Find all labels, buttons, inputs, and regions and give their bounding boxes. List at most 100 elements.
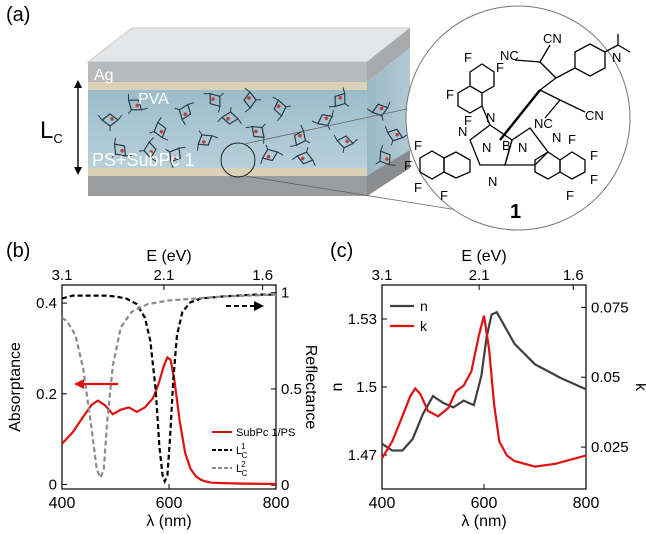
molecule-arm [174, 107, 180, 111]
svg-text:N: N [482, 140, 491, 155]
molecule-glyph [97, 113, 123, 131]
molecule-arm [162, 137, 169, 141]
x-tick-label: 600 [156, 495, 183, 512]
molecule-atom [226, 117, 230, 121]
molecule-atom [135, 103, 139, 108]
y2-axis-label: Reflectance [302, 345, 319, 430]
molecule-arm [305, 140, 311, 144]
molecule-arm [198, 130, 203, 136]
arrowhead-up [74, 80, 82, 88]
y-tick-label: 1.47 [348, 447, 377, 464]
molecule-core [153, 121, 167, 139]
molecule-glyph [328, 87, 350, 108]
molecule-arm [141, 107, 148, 111]
x2-axis-label: E (eV) [461, 248, 506, 265]
zoom-marker [220, 142, 256, 178]
x2-tick-label: 2.1 [153, 267, 174, 284]
label-pva: PVA [138, 91, 169, 108]
molecule-arm [261, 123, 266, 128]
legend-label: k [420, 318, 428, 334]
legend-label-sup: 1 [241, 442, 246, 451]
x2-tick-label: 1.6 [252, 267, 273, 284]
svg-text:N: N [486, 110, 495, 125]
svg-text:F: F [464, 50, 472, 65]
svg-text:N: N [612, 50, 621, 65]
molecule-glyph [272, 96, 291, 122]
molecule-arm [244, 107, 251, 113]
molecule-glyph [291, 147, 316, 167]
x-axis-label: λ (nm) [146, 513, 191, 530]
svg-text:F: F [446, 87, 454, 102]
molecule-arm [381, 115, 384, 121]
legend-label: n [420, 298, 428, 314]
left-axis-arrowhead [74, 379, 84, 389]
svg-text:F: F [404, 158, 412, 173]
series-line-2 [381, 315, 587, 468]
molecule-atom [324, 116, 329, 121]
molecule-arm [149, 131, 155, 134]
cavity-layer [88, 90, 367, 168]
molecule-arm [352, 138, 359, 144]
label-cavity-length: LC [40, 117, 63, 146]
svg-text:F: F [414, 138, 422, 153]
subpc-structure [419, 34, 631, 180]
molecule-glyph [375, 145, 396, 166]
legend-label: SubPc 1/PS [236, 427, 295, 439]
panel-a-label: (a) [6, 4, 31, 26]
side-ag-bottom [367, 150, 410, 196]
molecule-arm [366, 108, 373, 113]
molecule-atom [385, 157, 389, 161]
y2-tick-label: 0.075 [591, 299, 629, 316]
x2-tick-label: 2.1 [469, 267, 490, 284]
molecule-arm [181, 119, 186, 126]
molecule-core [113, 143, 127, 157]
molecule-arm [165, 148, 171, 153]
molecule-atom [338, 95, 343, 100]
molecule-arm [157, 116, 162, 123]
molecule-arm [344, 103, 350, 107]
molecule-core [243, 91, 257, 109]
svg-text:N: N [518, 140, 527, 155]
molecule-arm [272, 96, 279, 101]
molecule-arm [217, 116, 223, 123]
panel-c-label: (c) [330, 240, 354, 262]
molecule-core [178, 103, 192, 121]
molecule-number: 1 [510, 201, 521, 223]
molecule-glyph [139, 137, 157, 162]
molecule-atom [276, 104, 281, 109]
molecule-atom [395, 132, 400, 137]
y-axis-label: n [330, 383, 346, 392]
molecule-arm [244, 87, 251, 93]
molecule-arm [117, 114, 123, 121]
molecule-glyph [174, 102, 195, 126]
molecule-arm [170, 161, 174, 169]
molecule-glyph [149, 116, 169, 141]
molecule-arm [148, 137, 155, 143]
molecule-core [336, 135, 354, 149]
molecule-arm [380, 145, 384, 152]
molecule-arm [265, 144, 269, 150]
molecule-arm [97, 114, 103, 121]
x2-tick-label: 3.1 [372, 267, 393, 284]
molecule-arm [277, 151, 284, 156]
molecule-arm [390, 140, 394, 146]
ag-top-layer [88, 62, 367, 82]
arrowhead-down [74, 167, 82, 175]
legend-label-sub: C [242, 469, 248, 478]
molecule-arm [342, 147, 345, 153]
molecule-arm [333, 134, 338, 141]
molecule-arm [285, 105, 291, 108]
ag-bottom-layer [88, 176, 367, 196]
molecule-glyph [243, 87, 262, 113]
molecule-atom [298, 133, 302, 138]
svg-text:N: N [458, 124, 467, 139]
molecule-glyph [111, 137, 132, 158]
molecule-arm [127, 109, 132, 115]
molecule-core [273, 99, 287, 117]
molecule-arm [217, 106, 221, 113]
molecule-arm [311, 120, 319, 125]
svg-text:F: F [496, 60, 504, 75]
y2-tick-label: 1 [281, 285, 289, 302]
x-tick-label: 400 [369, 495, 396, 512]
